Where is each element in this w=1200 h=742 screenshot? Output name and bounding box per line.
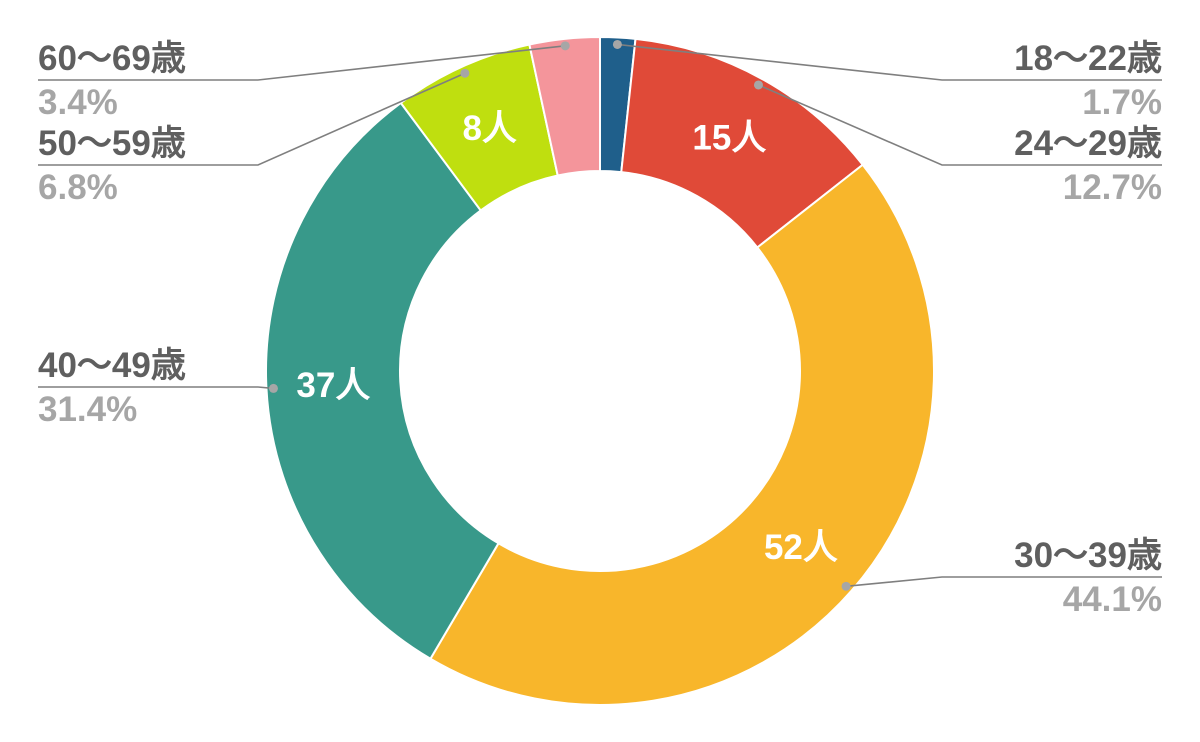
leader-dot — [612, 39, 622, 49]
slice-category-label: 50〜59歳 — [38, 124, 186, 163]
leader-lines-layer — [38, 39, 1162, 591]
slice-category-label: 60〜69歳 — [38, 39, 186, 78]
leader-line — [38, 72, 466, 166]
slice-percent-label: 12.7% — [1063, 168, 1162, 207]
slices-layer — [265, 35, 935, 706]
donut-slice — [528, 35, 601, 177]
slice-count-label: 8人 — [462, 109, 516, 148]
slice-percent-label: 6.8% — [38, 168, 118, 207]
slice-category-label: 18〜22歳 — [1014, 39, 1162, 78]
slice-count-label: 52人 — [764, 528, 838, 567]
slice-count-label: 15人 — [692, 118, 766, 157]
slice-category-label: 24〜29歳 — [1014, 124, 1162, 163]
leader-line — [38, 386, 274, 390]
leader-line — [38, 45, 566, 81]
leader-dot — [753, 80, 763, 90]
leader-line — [617, 43, 1162, 81]
donut-slice — [265, 101, 500, 661]
leader-dot — [560, 41, 570, 51]
leader-line — [758, 84, 1162, 166]
leader-dot — [460, 68, 470, 78]
slice-percent-label: 3.4% — [38, 83, 118, 122]
slice-percent-label: 1.7% — [1082, 83, 1162, 122]
slice-percent-label: 31.4% — [38, 390, 137, 429]
leader-line — [846, 576, 1162, 588]
slice-percent-label: 44.1% — [1063, 580, 1162, 619]
count-labels-layer: 15人 52人 37人 8人 — [296, 109, 837, 567]
donut-slice — [429, 163, 935, 706]
leader-dot — [841, 581, 851, 591]
slice-count-label: 37人 — [296, 366, 370, 405]
category-labels-layer: 18〜22歳 1.7%24〜29歳 12.7% 30〜39歳 44.1% 40〜49歳 31… — [38, 39, 1162, 619]
slice-category-label: 40〜49歳 — [38, 346, 186, 385]
leader-dot — [268, 383, 278, 393]
slice-category-label: 30〜39歳 — [1014, 536, 1162, 575]
